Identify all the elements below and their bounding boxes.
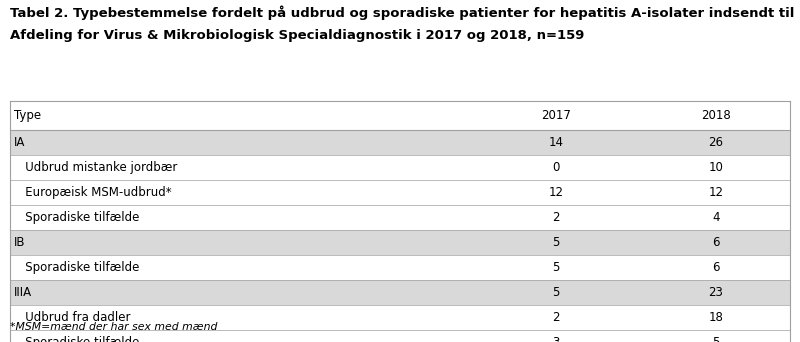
Text: 4: 4: [712, 211, 720, 224]
Text: 2017: 2017: [541, 109, 571, 122]
Text: Tabel 2. Typebestemmelse fordelt på udbrud og sporadiske patienter for hepatitis: Tabel 2. Typebestemmelse fordelt på udbr…: [10, 5, 794, 20]
Text: 6: 6: [712, 261, 720, 274]
Text: Udbrud mistanke jordbær: Udbrud mistanke jordbær: [14, 161, 177, 174]
Text: 5: 5: [552, 236, 560, 249]
Bar: [10, 101, 790, 130]
Text: Europæisk MSM-udbrud*: Europæisk MSM-udbrud*: [14, 186, 171, 199]
Text: IA: IA: [14, 136, 25, 149]
Text: 5: 5: [552, 286, 560, 299]
Text: 14: 14: [549, 136, 563, 149]
Text: IIIA: IIIA: [14, 286, 32, 299]
Text: 12: 12: [709, 186, 723, 199]
Text: 6: 6: [712, 236, 720, 249]
Text: 12: 12: [549, 186, 563, 199]
Text: *MSM=mænd der har sex med mænd: *MSM=mænd der har sex med mænd: [10, 323, 217, 332]
Text: Sporadiske tilfælde: Sporadiske tilfælde: [14, 211, 139, 224]
Text: 2: 2: [552, 311, 560, 324]
Bar: [10, 280, 790, 305]
Text: 26: 26: [709, 136, 723, 149]
Bar: [10, 305, 790, 330]
Text: 2: 2: [552, 211, 560, 224]
Text: Sporadiske tilfælde: Sporadiske tilfælde: [14, 261, 139, 274]
Bar: [10, 330, 790, 342]
Text: 5: 5: [552, 261, 560, 274]
Text: Udbrud fra dadler: Udbrud fra dadler: [14, 311, 130, 324]
Text: 23: 23: [709, 286, 723, 299]
Bar: [10, 205, 790, 230]
Bar: [10, 130, 790, 155]
Text: Type: Type: [14, 109, 41, 122]
Bar: [10, 180, 790, 205]
Text: 5: 5: [712, 336, 720, 342]
Text: Sporadiske tilfælde: Sporadiske tilfælde: [14, 336, 139, 342]
Text: 2018: 2018: [701, 109, 731, 122]
Bar: [10, 255, 790, 280]
Text: 18: 18: [709, 311, 723, 324]
Text: 0: 0: [552, 161, 560, 174]
Text: 10: 10: [709, 161, 723, 174]
Text: IB: IB: [14, 236, 25, 249]
Bar: [10, 155, 790, 180]
Text: Afdeling for Virus & Mikrobiologisk Specialdiagnostik i 2017 og 2018, n=159: Afdeling for Virus & Mikrobiologisk Spec…: [10, 29, 584, 42]
Bar: [10, 230, 790, 255]
Text: 3: 3: [552, 336, 560, 342]
